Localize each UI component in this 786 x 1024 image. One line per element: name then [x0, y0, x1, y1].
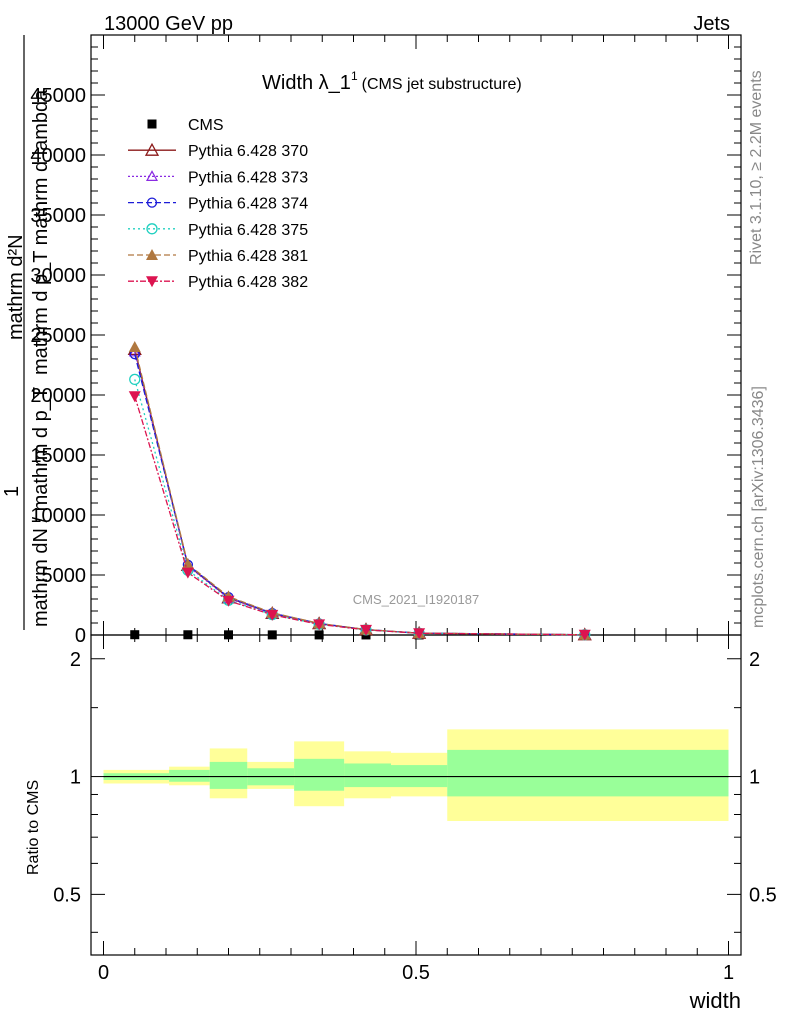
mcplots-label: mcplots.cern.ch [arXiv:1306.3436]	[750, 386, 767, 628]
x-tick-label: 1	[723, 962, 734, 984]
legend-entry-p382: Pythia 6.428 382	[128, 274, 308, 291]
ratio-inner-band-3	[209, 761, 248, 789]
title-main: Width λ_1	[262, 72, 351, 94]
y-tick-label: 30000	[30, 265, 86, 287]
x-axis-title: width	[689, 988, 741, 1013]
data-point-p381	[181, 558, 194, 570]
data-point-p382	[222, 595, 235, 607]
ratio-inner-band-6	[344, 763, 391, 788]
ratio-tick-label-left: 2	[70, 649, 81, 671]
y-tick-label: 40000	[30, 145, 86, 167]
title-sup: 1	[351, 69, 358, 83]
ratio-y-axis-ticks: 0.5 0.5 1 1 2 2	[53, 649, 777, 933]
series-layer	[127, 341, 592, 641]
y-tick-label: 15000	[30, 445, 86, 467]
x-tick-label: 0.5	[402, 962, 430, 984]
ratio-tick-label-right: 0.5	[749, 884, 777, 906]
legend-marker-p381	[146, 249, 158, 260]
legend-marker-p375	[146, 223, 158, 235]
title-sub: (CMS jet substructure)	[362, 76, 522, 93]
legend-entry-p375: Pythia 6.428 375	[128, 222, 308, 239]
series-line-p373	[134, 351, 585, 636]
legend-label-p373: Pythia 6.428 373	[188, 169, 308, 186]
y-tick-label: 10000	[30, 505, 86, 527]
data-point-CMS	[267, 630, 277, 640]
ratio-tick-label-left: 0.5	[53, 884, 81, 906]
y-tick-label: 0	[75, 625, 86, 647]
ylabel-line-2: mathrm d p_T mathrm d lambda	[30, 89, 52, 375]
data-point-p382	[360, 624, 372, 636]
data-point-CMS	[314, 630, 324, 640]
series-line-p381	[134, 346, 585, 636]
legend: CMS Pythia 6.428 370 Pythia 6.428 373 Pythi…	[128, 117, 308, 291]
data-point-p382	[578, 629, 591, 641]
data-point-p382	[313, 619, 326, 631]
legend-label-p381: Pythia 6.428 381	[188, 248, 308, 265]
series-line-p375	[134, 379, 585, 636]
ratio-tick-label-right: 1	[749, 767, 760, 789]
legend-marker-p382	[146, 276, 158, 288]
ratio-inner-band-8	[447, 749, 729, 797]
legend-entry-p374: Pythia 6.428 374	[128, 196, 308, 213]
plot-title: Width λ_11 (CMS jet substructure)	[262, 69, 522, 94]
legend-marker-p370	[144, 142, 160, 156]
legend-entry-CMS: CMS	[147, 117, 224, 134]
series-p382	[128, 391, 591, 641]
y-tick-label: 20000	[30, 385, 86, 407]
y-tick-label: 45000	[30, 85, 86, 107]
main-y-axis-ticks: 0 5000 10000 15000 20000 25000 30000 35000 40000…	[30, 46, 741, 647]
header-energy-label: 13000 GeV pp	[104, 13, 233, 35]
header-process-label: Jets	[693, 13, 730, 35]
legend-label-p382: Pythia 6.428 382	[188, 274, 308, 291]
series-line-p382	[134, 396, 585, 636]
legend-label-p374: Pythia 6.428 374	[188, 196, 308, 213]
ratio-y-axis-title: Ratio to CMS	[25, 780, 42, 875]
legend-entry-p373: Pythia 6.428 373	[128, 169, 308, 186]
legend-label-p370: Pythia 6.428 370	[188, 143, 308, 160]
ratio-uncertainty-bands	[103, 729, 729, 821]
data-point-p382	[413, 628, 426, 640]
data-point-p382	[266, 609, 279, 621]
data-point-p375	[129, 373, 141, 386]
ylabel-line-3: 1	[1, 486, 23, 497]
legend-marker-CMS	[147, 119, 157, 129]
y-tick-label: 25000	[30, 325, 86, 347]
ylabel-line-4: mathrm dN / mathrm d p_T	[30, 387, 52, 627]
analysis-watermark: CMS_2021_I1920187	[353, 592, 480, 607]
y-tick-label: 5000	[42, 565, 87, 587]
ratio-inner-band-2	[169, 769, 210, 782]
ratio-inner-band-5	[294, 758, 345, 791]
x-tick-label: 0	[98, 962, 109, 984]
data-point-CMS	[224, 630, 233, 640]
ylabel-line-1: mathrm d²N	[5, 234, 27, 340]
svg-text:Width λ_11(CMS jet substructur: Width λ_11 (CMS jet substructure)	[262, 69, 522, 94]
legend-marker-p373	[145, 170, 159, 181]
legend-entry-p381: Pythia 6.428 381	[128, 248, 308, 265]
ratio-tick-label-left: 1	[70, 767, 81, 789]
data-point-p382	[128, 391, 141, 403]
x-axis-ticks: 0 0.5 1	[98, 35, 734, 984]
legend-label-p375: Pythia 6.428 375	[188, 222, 308, 239]
data-point-CMS	[183, 630, 193, 640]
ratio-tick-label-right: 2	[749, 649, 760, 671]
data-point-p381	[128, 341, 141, 352]
y-tick-label: 35000	[30, 205, 86, 227]
legend-label-CMS: CMS	[188, 117, 224, 134]
y-axis-title: mathrm d²N mathrm d p_T mathrm d lambda …	[1, 35, 52, 630]
legend-marker-p374	[146, 197, 158, 208]
legend-entry-p370: Pythia 6.428 370	[128, 142, 308, 160]
rivet-version-label: Rivet 3.1.10, ≥ 2.2M events	[748, 70, 765, 265]
data-point-p382	[181, 567, 194, 579]
data-point-CMS	[130, 630, 140, 640]
